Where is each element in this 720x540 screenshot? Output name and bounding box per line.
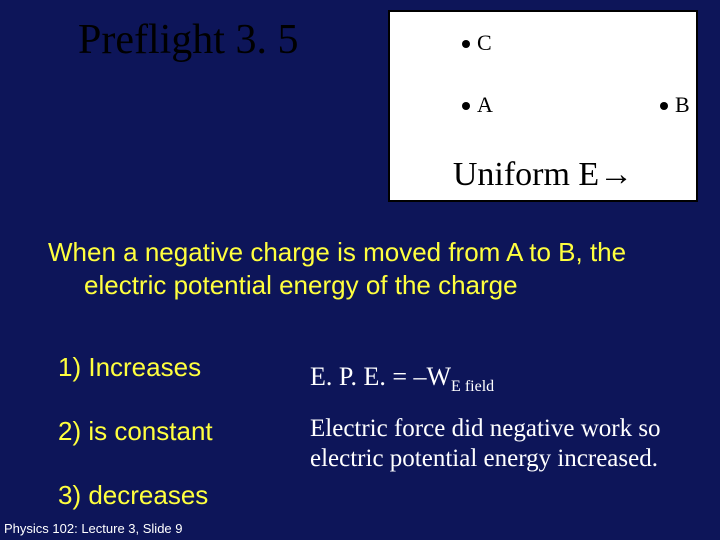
uniform-text: Uniform E bbox=[453, 156, 599, 193]
uniform-field-caption: Uniform E→ bbox=[390, 156, 696, 194]
point-b-label: B bbox=[675, 92, 690, 118]
point-b-dot bbox=[660, 102, 668, 110]
formula-lhs: E. P. E. = –W bbox=[310, 362, 451, 391]
point-a-dot bbox=[462, 102, 470, 110]
question-line1: When a negative charge is moved from A t… bbox=[48, 237, 626, 267]
point-c-dot bbox=[462, 40, 470, 48]
option-2: 2) is constant bbox=[58, 416, 213, 447]
epe-formula: E. P. E. = –WE field bbox=[310, 362, 494, 396]
formula-subscript: E field bbox=[451, 378, 494, 395]
point-c-label: C bbox=[477, 30, 492, 56]
option-1: 1) Increases bbox=[58, 352, 201, 383]
question-line2: electric potential energy of the charge bbox=[48, 269, 690, 302]
arrow-icon: → bbox=[599, 156, 633, 193]
explanation-text: Electric force did negative work so elec… bbox=[310, 414, 680, 474]
slide-title: Preflight 3. 5 bbox=[78, 16, 298, 64]
option-3: 3) decreases bbox=[58, 480, 208, 511]
slide-footer: Physics 102: Lecture 3, Slide 9 bbox=[4, 521, 183, 536]
field-diagram: C A B Uniform E→ bbox=[388, 10, 698, 202]
question-text: When a negative charge is moved from A t… bbox=[48, 236, 690, 301]
point-a-label: A bbox=[477, 92, 493, 118]
